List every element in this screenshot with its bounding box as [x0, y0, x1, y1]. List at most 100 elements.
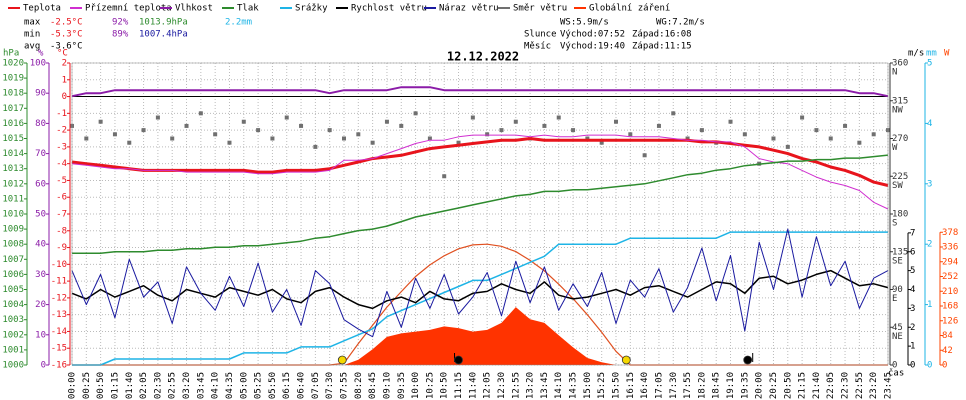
direction-point — [370, 140, 375, 145]
y-tick-label: 225 — [892, 172, 908, 182]
y-tick-label: 1008 — [2, 240, 24, 250]
stat: 1013.9hPa — [139, 18, 188, 28]
direction-point — [470, 115, 475, 120]
direction-point — [198, 111, 203, 116]
direction-point — [843, 123, 848, 128]
x-tick-label: 07:55 — [340, 372, 350, 399]
y-tick-label: 1 — [62, 75, 67, 85]
y-tick-label: 180 — [892, 210, 908, 220]
y-tick-label: 1020 — [2, 59, 24, 69]
legend-label: Přízemní teplota — [85, 4, 172, 14]
x-tick-label: 15:25 — [597, 372, 607, 399]
y-tick-label: 20 — [35, 300, 46, 310]
direction-point — [213, 132, 218, 137]
direction-point — [499, 128, 504, 133]
y-tick-label: -3 — [56, 142, 67, 152]
direction-point — [399, 123, 404, 128]
direction-point — [227, 140, 232, 145]
y-tick-label: -6 — [56, 193, 67, 203]
y-tick-label: 1000 — [2, 361, 24, 371]
x-tick-label: 11:15 — [454, 372, 464, 399]
plot — [70, 86, 890, 366]
direction-point — [155, 115, 160, 120]
stat: -2.5°C — [50, 18, 83, 28]
y-tick-label: 3 — [910, 304, 915, 314]
direction-point — [84, 136, 89, 141]
direction-point — [685, 136, 690, 141]
y-tick-label: 7 — [910, 228, 915, 238]
y-tick-label: 1011 — [2, 194, 24, 204]
direction-point — [771, 136, 776, 141]
x-tick-label: 01:40 — [125, 372, 135, 399]
y-tick-label: 50 — [35, 210, 46, 220]
y-tick-label: 80 — [35, 119, 46, 129]
y-tick-label: 1 — [927, 300, 932, 310]
direction-point — [184, 123, 189, 128]
x-tick-label: 12:30 — [497, 372, 507, 399]
x-tick-label: 05:25 — [254, 372, 264, 399]
x-tick-label: 08:45 — [368, 372, 378, 399]
direction-point — [313, 144, 318, 149]
x-tick-label: 21:15 — [798, 372, 808, 399]
x-tick-label: 14:35 — [569, 372, 579, 399]
y-tick-label: 5 — [910, 266, 915, 276]
y-tick-label: -1 — [56, 109, 67, 119]
direction-point — [384, 119, 389, 124]
y-tick-label: 1001 — [2, 345, 24, 355]
x-tick-label: 22:55 — [855, 372, 865, 399]
stat: Západ:16:08 — [632, 30, 692, 40]
compass-label: S — [892, 219, 897, 229]
y-tick-label: 4 — [927, 119, 932, 129]
direction-point — [857, 140, 862, 145]
y-tick-label: 360 — [892, 59, 908, 69]
direction-point — [485, 132, 490, 137]
y-tick-label: 2 — [910, 323, 915, 333]
direction-point — [456, 140, 461, 145]
stat-label: Měsíc — [524, 42, 551, 52]
x-tick-label: 19:10 — [726, 372, 736, 399]
x-tick-label: 03:45 — [196, 372, 206, 399]
y-tick-label: 60 — [35, 179, 46, 189]
y-tick-label: 2 — [927, 240, 932, 250]
direction-point — [828, 136, 833, 141]
x-axis-label: čas — [888, 368, 904, 379]
x-tick-label: 10:50 — [440, 372, 450, 399]
y-tick-label: 1003 — [2, 315, 24, 325]
direction-point — [742, 132, 747, 137]
x-tick-label: 13:45 — [540, 372, 550, 399]
y-tick-label: 30 — [35, 270, 46, 280]
direction-point — [814, 128, 819, 133]
x-tick-label: 08:20 — [354, 372, 364, 399]
x-tick-label: 11:40 — [468, 372, 478, 399]
legend-label: Globální záření — [589, 4, 670, 14]
direction-point — [671, 111, 676, 116]
series-line — [71, 134, 889, 210]
y-tick-label: 10 — [35, 330, 46, 340]
x-tick-label: 18:20 — [697, 372, 707, 399]
x-tick-label: 07:05 — [311, 372, 321, 399]
series-line — [71, 228, 889, 338]
direction-point — [327, 128, 332, 133]
x-tick-label: 18:45 — [712, 372, 722, 399]
y-tick-label: 294 — [942, 257, 958, 267]
y-tick-label: 0 — [62, 92, 67, 102]
direction-point — [299, 123, 304, 128]
sun-set-marker — [621, 355, 631, 365]
y-tick-label: 1005 — [2, 285, 24, 295]
compass-label: SE — [892, 256, 903, 266]
legend-label: Náraz větru — [439, 4, 499, 14]
legend-label: Tlak — [237, 4, 259, 14]
moon-set-marker — [454, 355, 463, 365]
y-tick-label: 336 — [942, 243, 958, 253]
x-tick-label: 12:55 — [511, 372, 521, 399]
compass-label: W — [892, 143, 898, 153]
legend-label: Srážky — [295, 4, 328, 14]
stat: -5.3°C — [50, 30, 83, 40]
y-tick-label: 1004 — [2, 300, 24, 310]
y-tick-label: 1010 — [2, 210, 24, 220]
y-tick-label: 3 — [927, 179, 932, 189]
chart-title: 12.12.2022 — [447, 50, 519, 64]
y-tick-label: 168 — [942, 302, 958, 312]
y-tick-label: -2 — [56, 126, 67, 136]
y-tick-label: 1017 — [2, 104, 24, 114]
